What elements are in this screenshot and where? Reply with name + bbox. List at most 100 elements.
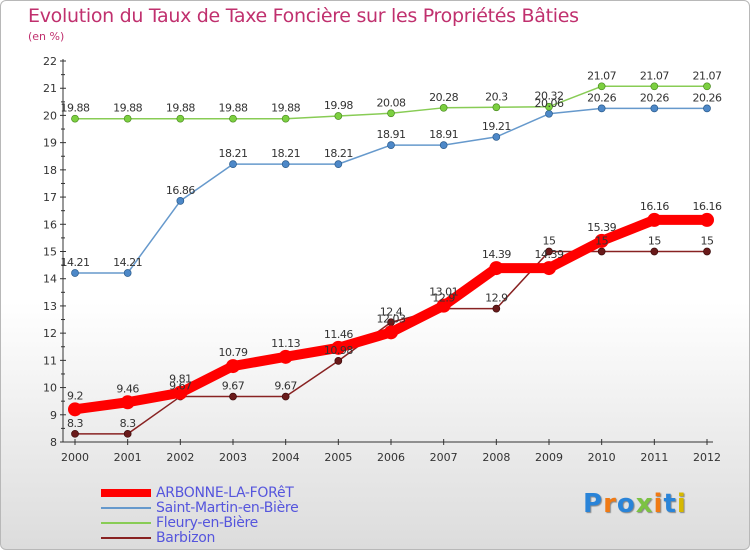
data-point — [68, 402, 82, 417]
data-label: 15 — [595, 235, 608, 248]
data-point — [229, 160, 237, 168]
data-label: 21.07 — [693, 69, 722, 82]
data-label: 12.9 — [485, 292, 508, 305]
logo-letter: x — [635, 489, 654, 519]
data-point — [281, 114, 290, 123]
data-point — [436, 298, 451, 313]
data-label: 18.21 — [219, 147, 248, 160]
data-point — [120, 395, 135, 410]
data-label: 9.81 — [169, 373, 192, 386]
data-label: 18.21 — [324, 147, 353, 160]
y-tick-label: 20 — [43, 109, 57, 122]
data-point — [703, 104, 711, 113]
data-label: 8.3 — [67, 417, 83, 430]
data-point — [700, 212, 714, 227]
y-tick-label: 22 — [43, 55, 57, 68]
data-point — [703, 247, 711, 256]
x-tick-label: 2006 — [377, 451, 405, 464]
data-point — [489, 261, 504, 276]
data-point — [650, 104, 659, 113]
data-point — [281, 160, 290, 168]
data-point — [71, 269, 79, 277]
data-label: 11.46 — [324, 328, 353, 341]
x-tick-label: 2001 — [114, 451, 142, 464]
data-point — [545, 247, 553, 256]
data-point — [439, 103, 448, 112]
data-label: 21.07 — [587, 69, 616, 82]
x-tick-label: 2004 — [272, 451, 300, 464]
proxiti-logo: Proxiti — [583, 489, 687, 519]
legend-swatch — [101, 489, 151, 497]
data-point — [334, 357, 343, 365]
data-point — [545, 102, 553, 111]
data-point — [331, 340, 346, 355]
data-point — [542, 261, 556, 276]
legend-label: Barbizon — [156, 530, 216, 546]
data-point — [176, 197, 185, 205]
data-label: 20.28 — [429, 91, 458, 104]
data-label: 15 — [648, 235, 661, 248]
x-tick-label: 2011 — [640, 451, 668, 464]
legend-label: Saint-Martin-en-Bière — [156, 500, 299, 516]
data-point — [229, 392, 237, 401]
data-label: 13.01 — [429, 286, 458, 299]
x-tick-label: 2005 — [324, 451, 352, 464]
y-tick-label: 18 — [43, 164, 57, 177]
data-point — [226, 359, 240, 374]
data-label: 9.67 — [222, 380, 245, 393]
y-tick-label: 8 — [50, 436, 57, 449]
y-tick-label: 13 — [43, 300, 57, 313]
y-tick-label: 10 — [43, 382, 57, 395]
data-label: 9.46 — [116, 382, 139, 395]
data-point — [545, 109, 553, 118]
data-point — [492, 103, 501, 112]
data-label: 16.16 — [640, 200, 669, 213]
data-point — [387, 141, 395, 149]
legend-swatch — [101, 507, 151, 509]
legend-label: Fleury-en-Bière — [156, 515, 258, 531]
data-label: 14.21 — [113, 256, 142, 269]
data-label: 19.88 — [219, 102, 248, 115]
unit-label: (en %) — [28, 30, 65, 43]
data-label: 15.39 — [587, 221, 616, 234]
data-label: 9.2 — [67, 389, 83, 402]
data-point — [173, 385, 188, 400]
data-point — [650, 247, 659, 256]
data-point — [647, 212, 662, 227]
legend-swatch — [101, 537, 151, 539]
data-point — [492, 304, 501, 313]
data-label: 14.39 — [535, 248, 564, 261]
data-point — [594, 233, 609, 248]
data-label: 9.67 — [169, 380, 192, 393]
data-label: 16.16 — [693, 200, 722, 213]
data-label: 12.03 — [377, 312, 406, 325]
data-point — [281, 392, 290, 401]
data-label: 12.9 — [432, 292, 455, 305]
data-point — [71, 429, 79, 438]
x-tick-label: 2003 — [219, 451, 247, 464]
y-tick-label: 19 — [43, 137, 57, 150]
x-tick-label: 2002 — [166, 451, 194, 464]
data-label: 15 — [701, 235, 714, 248]
y-tick-label: 15 — [43, 246, 57, 259]
data-point — [176, 114, 185, 123]
data-point — [703, 82, 711, 91]
data-label: 18.91 — [377, 128, 406, 141]
chart-title: Evolution du Taux de Taxe Foncière sur l… — [28, 5, 579, 27]
logo-letter: i — [653, 489, 664, 519]
logo-letter: t — [663, 489, 677, 519]
data-label: 20.26 — [640, 91, 669, 104]
data-label: 20.08 — [377, 96, 406, 109]
data-label: 19.88 — [271, 102, 300, 115]
x-tick-label: 2012 — [693, 451, 721, 464]
data-label: 15 — [543, 235, 556, 248]
data-label: 20.26 — [587, 91, 616, 104]
data-label: 19.88 — [113, 102, 142, 115]
data-point — [278, 349, 293, 364]
y-tick-label: 16 — [43, 218, 57, 231]
data-label: 14.21 — [61, 256, 90, 269]
data-point — [492, 133, 501, 141]
data-point — [229, 114, 237, 123]
data-point — [597, 82, 606, 91]
